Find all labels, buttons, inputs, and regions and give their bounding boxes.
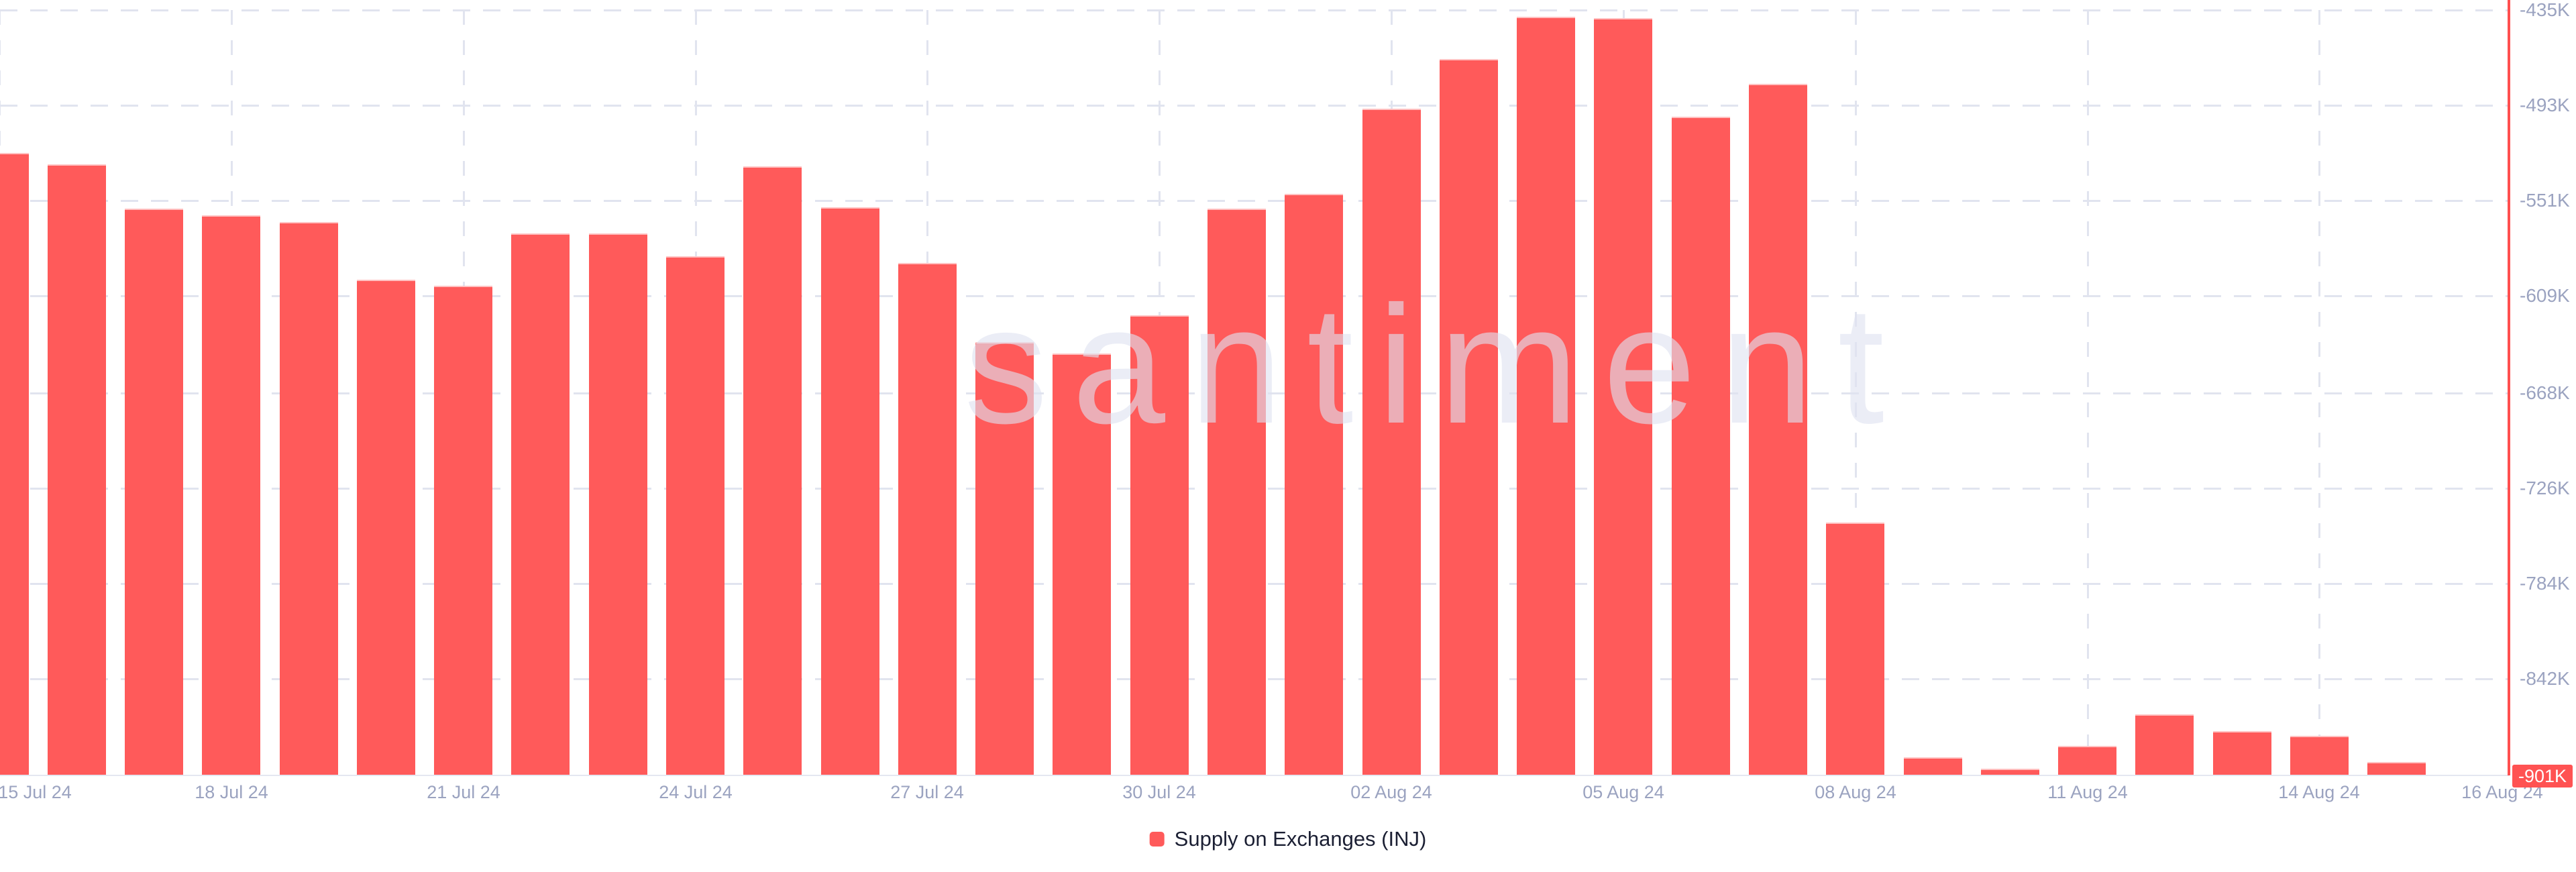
bar-2024-07-28[interactable]: [975, 342, 1034, 775]
bar-2024-07-16[interactable]: [48, 164, 106, 775]
bar-2024-07-18[interactable]: [202, 215, 260, 775]
y-tick-label: -784K: [2520, 573, 2570, 594]
x-tick-label: 08 Aug 24: [1815, 782, 1896, 802]
x-tick-label: 18 Jul 24: [195, 782, 268, 802]
bar-2024-07-22[interactable]: [511, 233, 570, 775]
bar-2024-08-09[interactable]: [1904, 757, 1962, 775]
bar-2024-07-20[interactable]: [357, 280, 415, 775]
bar-2024-07-30[interactable]: [1130, 315, 1189, 775]
x-tick-label: 30 Jul 24: [1122, 782, 1196, 802]
bar-2024-08-14[interactable]: [2290, 736, 2349, 775]
bar-2024-07-31[interactable]: [1208, 209, 1266, 775]
v-gridline: [1855, 10, 1857, 775]
v-gridline: [2318, 10, 2320, 775]
bar-2024-07-29[interactable]: [1053, 353, 1111, 775]
y-tick-label: -726K: [2520, 478, 2570, 498]
bar-2024-08-08[interactable]: [1826, 523, 1884, 775]
y-axis-line: [2508, 0, 2510, 775]
bar-2024-07-21[interactable]: [434, 286, 492, 775]
x-tick-label: 15 Jul 24: [0, 782, 72, 802]
bar-2024-07-27[interactable]: [898, 263, 957, 775]
bar-2024-08-01[interactable]: [1285, 194, 1343, 775]
x-tick-label: 27 Jul 24: [890, 782, 964, 802]
x-tick-label: 02 Aug 24: [1350, 782, 1432, 802]
bar-2024-07-25[interactable]: [743, 166, 802, 775]
bar-2024-08-05[interactable]: [1594, 18, 1652, 775]
bar-2024-08-10[interactable]: [1981, 769, 2039, 775]
h-gridline: [0, 9, 2509, 11]
x-tick-label: 14 Aug 24: [2278, 782, 2360, 802]
legend-label: Supply on Exchanges (INJ): [1174, 827, 1427, 851]
bar-2024-08-11[interactable]: [2058, 746, 2116, 775]
h-gridline: [0, 200, 2509, 202]
legend-item-supply-on-exchanges[interactable]: Supply on Exchanges (INJ): [1149, 827, 1427, 851]
bar-2024-08-13[interactable]: [2213, 731, 2271, 775]
bar-2024-08-15[interactable]: [2367, 762, 2426, 775]
bar-2024-08-07[interactable]: [1749, 84, 1807, 775]
bar-2024-08-06[interactable]: [1672, 117, 1730, 775]
bar-2024-07-19[interactable]: [280, 222, 338, 775]
x-tick-label: 21 Jul 24: [427, 782, 500, 802]
v-gridline: [2087, 10, 2089, 775]
bar-2024-07-24[interactable]: [666, 256, 724, 775]
x-tick-label: 05 Aug 24: [1582, 782, 1664, 802]
x-axis-baseline: [0, 775, 2509, 776]
y-tick-label: -668K: [2520, 382, 2570, 403]
bar-2024-08-02[interactable]: [1362, 109, 1421, 775]
y-tick-label: -842K: [2520, 668, 2570, 689]
bar-2024-07-23[interactable]: [589, 233, 647, 775]
y-tick-label: -551K: [2520, 190, 2570, 211]
legend-swatch-icon: [1149, 832, 1165, 847]
x-tick-label: 11 Aug 24: [2047, 782, 2128, 802]
y-tick-label: -493K: [2520, 95, 2570, 115]
bar-2024-08-04[interactable]: [1517, 17, 1575, 775]
bar-2024-07-26[interactable]: [821, 207, 879, 775]
bar-2024-07-17[interactable]: [125, 209, 183, 775]
y-tick-label: -435K: [2520, 0, 2570, 20]
current-value-badge: -901K: [2512, 765, 2573, 787]
h-gridline: [0, 105, 2509, 107]
bar-2024-08-03[interactable]: [1440, 59, 1498, 775]
y-tick-label: -609K: [2520, 285, 2570, 306]
x-tick-label: 24 Jul 24: [659, 782, 733, 802]
bar-2024-08-12[interactable]: [2135, 714, 2194, 775]
bar-2024-07-15[interactable]: [0, 153, 29, 775]
